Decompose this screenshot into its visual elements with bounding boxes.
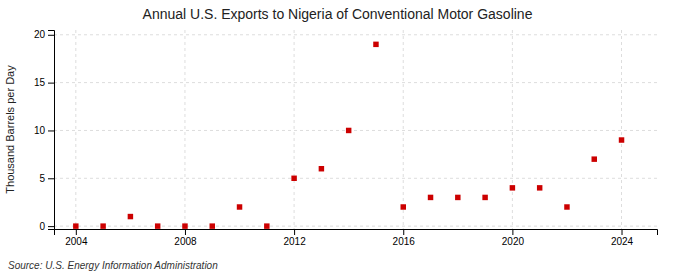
- y-axis: 0 5 10 15 20: [34, 29, 55, 231]
- x-grid-line: [403, 30, 404, 229]
- x-grid-line: [75, 30, 76, 229]
- x-tick-label: 2020: [502, 236, 525, 247]
- chart-container: 2004 2008 2012 2016 2020 2024 0 5 10 15 20 Annual U…: [0, 0, 675, 275]
- x-axis-line: [55, 230, 658, 236]
- x-tick: 2004: [65, 229, 88, 247]
- point: [401, 204, 406, 209]
- source-annotation: Source: U.S. Energy Information Administ…: [8, 260, 218, 271]
- y-tick-mark: [48, 130, 54, 131]
- point: [73, 223, 78, 228]
- y-tick-label: 20: [34, 29, 46, 40]
- x-tick-mark: [512, 229, 513, 235]
- point: [346, 128, 351, 133]
- grid: [54, 30, 657, 229]
- y-grid-line: [54, 130, 657, 131]
- x-tick-label: 2024: [611, 236, 634, 247]
- x-tick-mark: [76, 229, 77, 235]
- x-tick: 2020: [502, 229, 525, 247]
- y-tick-mark: [48, 83, 54, 84]
- y-tick: 5: [39, 173, 54, 184]
- x-tick-mark: [403, 229, 404, 235]
- y-grid-line: [54, 178, 657, 179]
- point: [237, 204, 242, 209]
- title: Annual U.S. Exports to Nigeria of Conven…: [143, 6, 533, 22]
- x-axis: 2004 2008 2012 2016 2020 2024: [55, 229, 658, 247]
- y-grid-line: [54, 34, 657, 35]
- point: [155, 223, 160, 228]
- x-tick-label: 2016: [393, 236, 416, 247]
- x-grid-line: [512, 30, 513, 229]
- x-grid-line: [294, 30, 295, 229]
- point: [182, 223, 187, 228]
- y-axis-label: Thousand Barrels per Day: [4, 65, 16, 194]
- y-tick-label: 5: [39, 173, 45, 184]
- point: [210, 223, 215, 228]
- x-tick: 2024: [611, 229, 634, 247]
- point: [537, 185, 542, 190]
- y-grid-line: [54, 226, 657, 227]
- x-tick-mark: [622, 229, 623, 235]
- y-axis-line: [48, 31, 55, 230]
- points: [73, 42, 624, 229]
- y-tick-label: 0: [39, 221, 45, 232]
- y-grid-line: [54, 82, 657, 83]
- point: [482, 195, 487, 200]
- x-tick-label: 2012: [283, 236, 306, 247]
- point: [428, 195, 433, 200]
- y-tick-mark: [48, 226, 54, 227]
- point: [100, 223, 105, 228]
- x-grid-line: [184, 30, 185, 229]
- y-tick-label: 10: [34, 125, 46, 136]
- point: [455, 195, 460, 200]
- x-tick: 2008: [174, 229, 197, 247]
- point: [373, 42, 378, 47]
- point: [291, 176, 296, 181]
- y-tick: 20: [34, 29, 54, 40]
- x-tick: 2016: [393, 229, 416, 247]
- y-tick-mark: [48, 178, 54, 179]
- point: [128, 214, 133, 219]
- y-tick: 0: [39, 221, 54, 232]
- x-tick-label: 2004: [65, 236, 88, 247]
- point: [564, 204, 569, 209]
- y-tick: 10: [34, 125, 54, 136]
- x-tick: 2012: [283, 229, 306, 247]
- y-tick-label: 15: [34, 77, 46, 88]
- x-tick-mark: [294, 229, 295, 235]
- plot-area: 2004 2008 2012 2016 2020 2024 0 5 10 15 20: [34, 29, 658, 247]
- x-tick-mark: [185, 229, 186, 235]
- y-tick: 15: [34, 77, 54, 88]
- point: [319, 166, 324, 171]
- point: [592, 156, 597, 161]
- point: [264, 223, 269, 228]
- y-tick-mark: [48, 35, 54, 36]
- x-grid-line: [621, 30, 622, 229]
- point: [510, 185, 515, 190]
- point: [619, 137, 624, 142]
- chart-svg: 2004 2008 2012 2016 2020 2024 0 5 10 15 20 Annual U…: [0, 0, 675, 275]
- x-tick-label: 2008: [174, 236, 197, 247]
